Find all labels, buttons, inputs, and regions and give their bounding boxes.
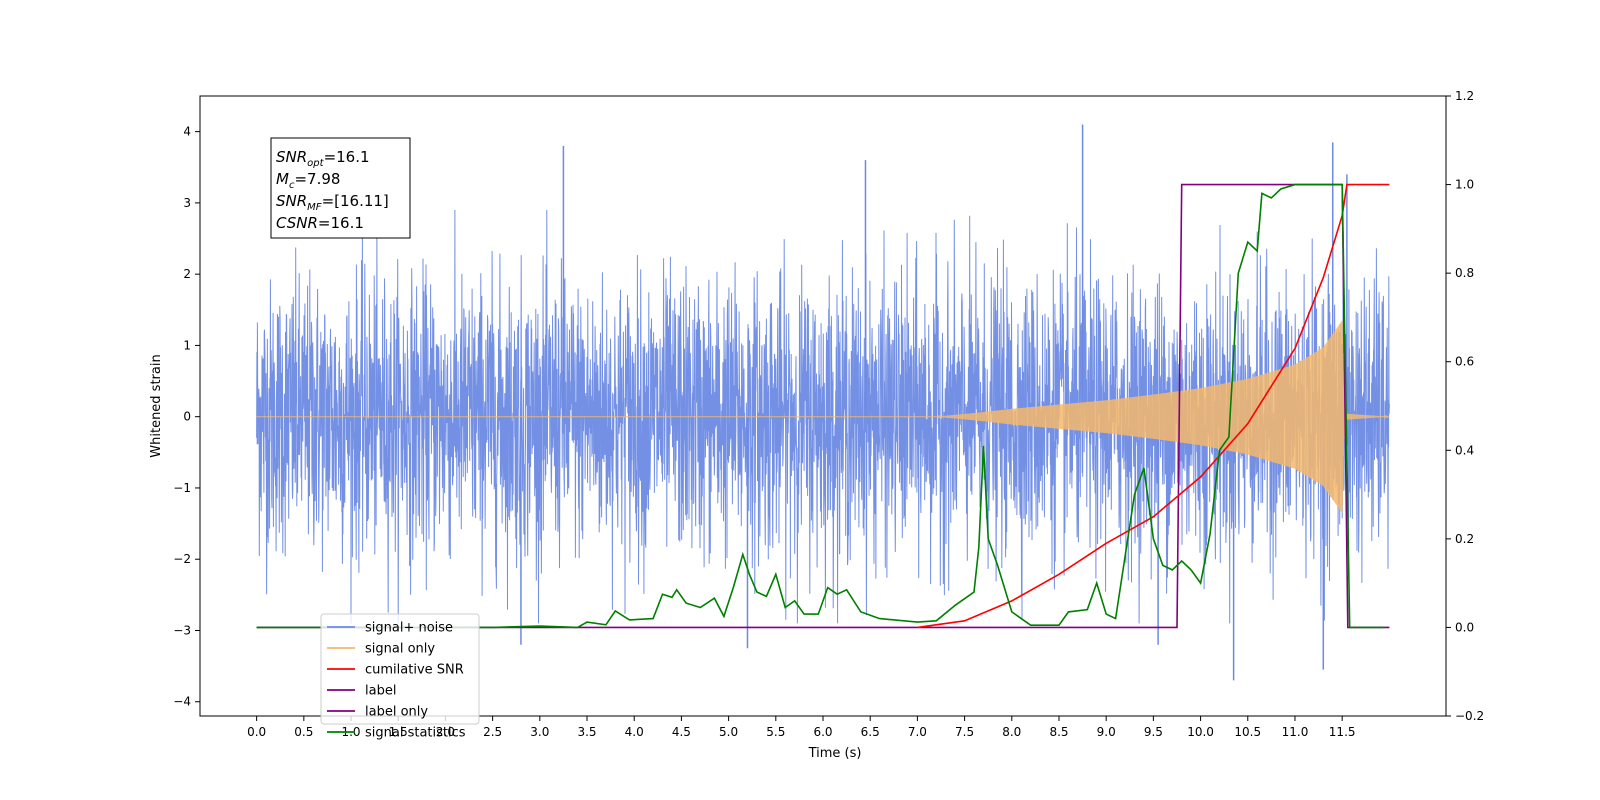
x-axis-label: Time (s) xyxy=(808,746,862,761)
y-axis-label: Whitened strain xyxy=(149,354,164,457)
x-tick-label: 7.0 xyxy=(908,725,927,739)
y-tick-label: 1 xyxy=(183,338,191,352)
legend-label: label only xyxy=(365,705,428,720)
x-tick-label: 7.5 xyxy=(955,725,974,739)
y-tick-label: 3 xyxy=(183,196,191,210)
x-tick-label: 5.5 xyxy=(766,725,785,739)
x-tick-label: 4.5 xyxy=(672,725,691,739)
y-axis-right: 1.2 1.0 0.8 0.6 0.4 0.2 0.0 −0.2 xyxy=(1446,89,1484,723)
annotation-line: SNRopt=16.1 xyxy=(276,148,370,169)
annotation-line: Mc=7.98 xyxy=(276,170,340,191)
y2-tick-label: −0.2 xyxy=(1455,709,1484,723)
y-tick-label: 2 xyxy=(183,267,191,281)
y-tick-label: −1 xyxy=(173,481,191,495)
x-tick-label: 2.0 xyxy=(436,725,455,739)
y-tick-label: 0 xyxy=(183,410,191,424)
x-tick-label: 0.0 xyxy=(247,725,266,739)
y2-tick-label: 0.6 xyxy=(1455,355,1474,369)
legend-label: signal only xyxy=(365,642,435,657)
x-tick-label: 6.5 xyxy=(861,725,880,739)
legend-label: label xyxy=(365,684,396,699)
x-tick-label: 10.5 xyxy=(1234,725,1261,739)
x-tick-label: 1.5 xyxy=(389,725,408,739)
y-tick-label: −4 xyxy=(173,695,191,709)
y-tick-label: −3 xyxy=(173,623,191,637)
annotation-line: CSNR=16.1 xyxy=(276,214,364,232)
legend: signal+ noise signal only cumilative SNR la… xyxy=(320,613,480,741)
y-tick-label: 4 xyxy=(183,125,191,139)
x-tick-label: 8.5 xyxy=(1049,725,1068,739)
x-tick-label: 5.0 xyxy=(719,725,738,739)
x-tick-label: 11.5 xyxy=(1329,725,1356,739)
y2-tick-label: 0.8 xyxy=(1455,266,1474,280)
x-tick-label: 3.0 xyxy=(530,725,549,739)
x-tick-label: 2.5 xyxy=(483,725,502,739)
y-axis-left: 4 3 2 1 0 −1 −2 −3 −4 xyxy=(173,125,200,709)
y2-tick-label: 0.4 xyxy=(1455,443,1474,457)
x-tick-label: 11.0 xyxy=(1282,725,1309,739)
x-tick-label: 9.5 xyxy=(1144,725,1163,739)
y2-tick-label: 0.0 xyxy=(1455,620,1474,634)
signal-statistics-line xyxy=(256,183,1385,629)
legend-label: signal+ noise xyxy=(365,621,453,636)
x-tick-label: 0.5 xyxy=(294,725,313,739)
legend-label: signal statistics xyxy=(365,726,466,741)
x-tick-label: 10.0 xyxy=(1187,725,1214,739)
legend-label: cumilative SNR xyxy=(365,663,464,678)
x-tick-label: 4.0 xyxy=(625,725,644,739)
y-tick-label: −2 xyxy=(173,552,191,566)
x-tick-label: 9.0 xyxy=(1097,725,1116,739)
y2-tick-label: 1.0 xyxy=(1455,178,1474,192)
signal-only-trace xyxy=(256,320,1390,513)
x-tick-label: 8.0 xyxy=(1002,725,1021,739)
y2-tick-label: 1.2 xyxy=(1455,89,1474,103)
y2-tick-label: 0.2 xyxy=(1455,532,1474,546)
annotation-line: SNRMF=[16.11] xyxy=(276,192,389,213)
x-tick-label: 6.0 xyxy=(813,725,832,739)
signal-only-series xyxy=(256,320,1390,513)
x-tick-label: 3.5 xyxy=(577,725,596,739)
